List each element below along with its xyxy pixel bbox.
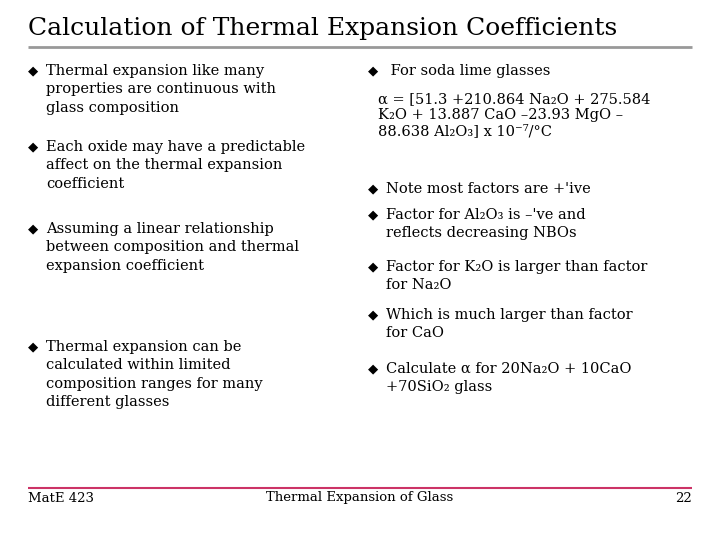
Text: ◆: ◆ <box>368 308 378 321</box>
Text: ◆: ◆ <box>28 64 38 77</box>
Text: K₂O + 13.887 CaO –23.93 MgO –: K₂O + 13.887 CaO –23.93 MgO – <box>378 108 623 122</box>
Text: Which is much larger than factor
for CaO: Which is much larger than factor for CaO <box>386 308 633 340</box>
Text: ◆: ◆ <box>28 140 38 153</box>
Text: MatE 423: MatE 423 <box>28 491 94 504</box>
Text: 22: 22 <box>675 491 692 504</box>
Text: Assuming a linear relationship
between composition and thermal
expansion coeffic: Assuming a linear relationship between c… <box>46 222 299 273</box>
Text: ◆: ◆ <box>368 64 378 77</box>
Text: Thermal expansion can be
calculated within limited
composition ranges for many
d: Thermal expansion can be calculated with… <box>46 340 263 409</box>
Text: Factor for K₂O is larger than factor
for Na₂O: Factor for K₂O is larger than factor for… <box>386 260 647 292</box>
Text: Calculate α for 20Na₂O + 10CaO
+70SiO₂ glass: Calculate α for 20Na₂O + 10CaO +70SiO₂ g… <box>386 362 631 394</box>
Text: Thermal expansion like many
properties are continuous with
glass composition: Thermal expansion like many properties a… <box>46 64 276 115</box>
Text: Note most factors are +'ive: Note most factors are +'ive <box>386 182 590 196</box>
Text: α = [51.3 +210.864 Na₂O + 275.584: α = [51.3 +210.864 Na₂O + 275.584 <box>378 92 650 106</box>
Text: ◆: ◆ <box>28 340 38 353</box>
Text: ◆: ◆ <box>368 362 378 375</box>
Text: Thermal Expansion of Glass: Thermal Expansion of Glass <box>266 491 454 504</box>
Text: Each oxide may have a predictable
affect on the thermal expansion
coefficient: Each oxide may have a predictable affect… <box>46 140 305 191</box>
Text: 88.638 Al₂O₃] x 10⁻⁷/°C: 88.638 Al₂O₃] x 10⁻⁷/°C <box>378 124 552 138</box>
Text: For soda lime glasses: For soda lime glasses <box>386 64 550 78</box>
Text: Factor for Al₂O₃ is –'ve and
reflects decreasing NBOs: Factor for Al₂O₃ is –'ve and reflects de… <box>386 208 585 240</box>
Text: ◆: ◆ <box>368 208 378 221</box>
Text: ◆: ◆ <box>368 182 378 195</box>
Text: ◆: ◆ <box>28 222 38 235</box>
Text: Calculation of Thermal Expansion Coefficients: Calculation of Thermal Expansion Coeffic… <box>28 17 617 40</box>
Text: ◆: ◆ <box>368 260 378 273</box>
